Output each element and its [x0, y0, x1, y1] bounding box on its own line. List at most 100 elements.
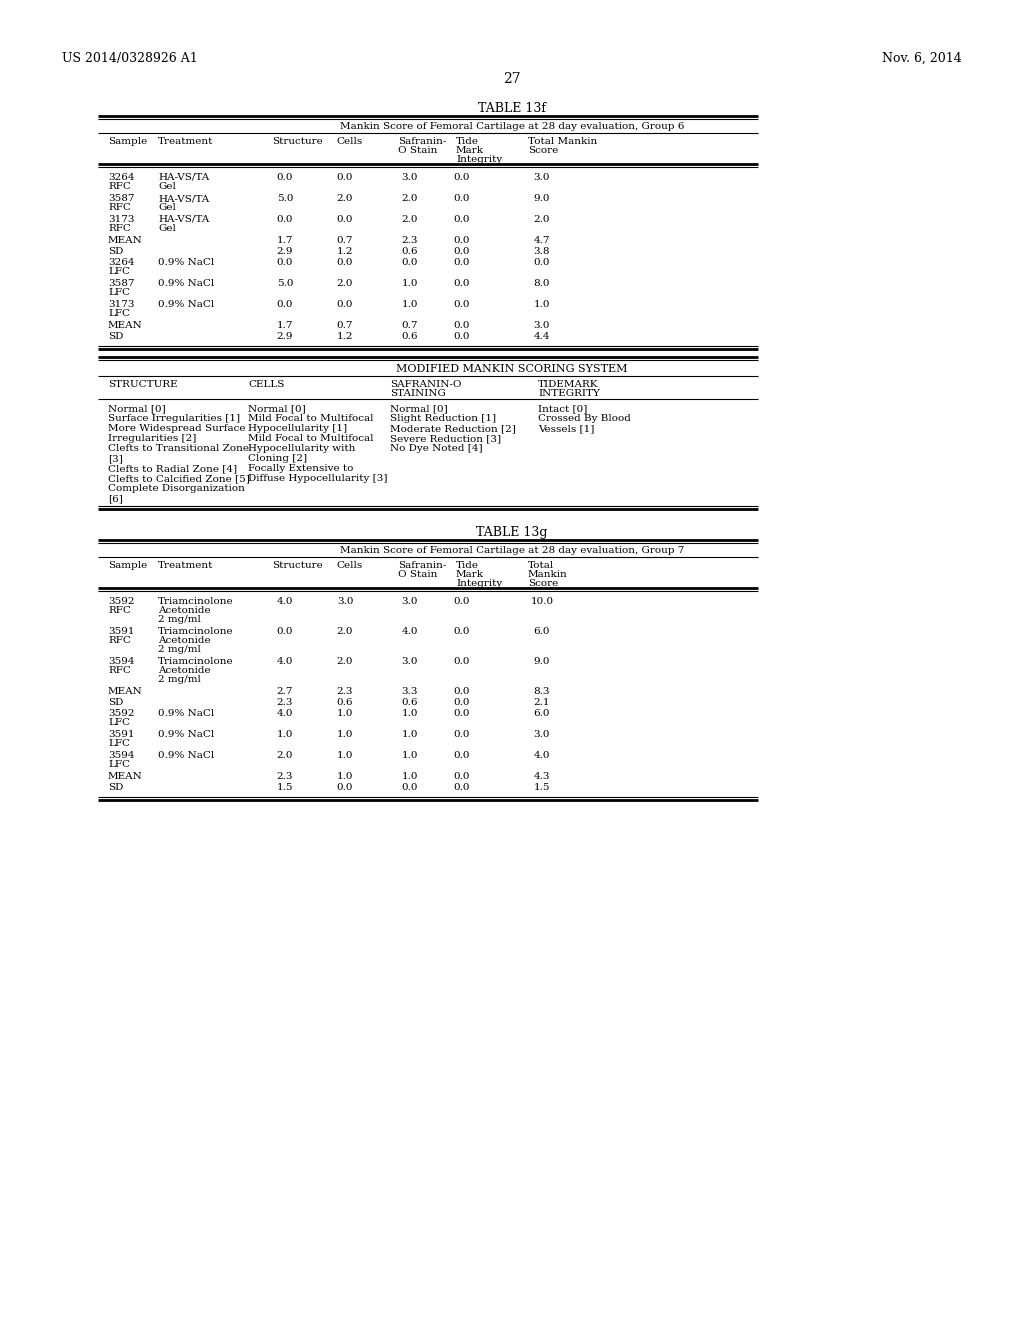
Text: 6.0: 6.0: [534, 709, 550, 718]
Text: Severe Reduction [3]: Severe Reduction [3]: [390, 434, 501, 444]
Text: 0.0: 0.0: [454, 279, 470, 288]
Text: 0.0: 0.0: [454, 709, 470, 718]
Text: Acetonide: Acetonide: [158, 606, 211, 615]
Text: MEAN: MEAN: [108, 236, 142, 246]
Text: Diffuse Hypocellularity [3]: Diffuse Hypocellularity [3]: [248, 474, 387, 483]
Text: 0.9% NaCl: 0.9% NaCl: [158, 257, 214, 267]
Text: Total Mankin: Total Mankin: [528, 137, 597, 147]
Text: Hypocellularity with: Hypocellularity with: [248, 444, 355, 453]
Text: Gel: Gel: [158, 224, 176, 234]
Text: 0.0: 0.0: [337, 257, 353, 267]
Text: 0.0: 0.0: [401, 257, 418, 267]
Text: 0.9% NaCl: 0.9% NaCl: [158, 709, 214, 718]
Text: 0.9% NaCl: 0.9% NaCl: [158, 300, 214, 309]
Text: SD: SD: [108, 783, 123, 792]
Text: 1.0: 1.0: [401, 709, 418, 718]
Text: LFC: LFC: [108, 739, 130, 748]
Text: Total: Total: [528, 561, 554, 570]
Text: Safranin-: Safranin-: [398, 561, 446, 570]
Text: 2 mg/ml: 2 mg/ml: [158, 645, 201, 653]
Text: 1.0: 1.0: [401, 772, 418, 781]
Text: 0.0: 0.0: [454, 215, 470, 224]
Text: 0.0: 0.0: [454, 300, 470, 309]
Text: 0.0: 0.0: [454, 173, 470, 182]
Text: 2.3: 2.3: [276, 772, 293, 781]
Text: 0.0: 0.0: [454, 597, 470, 606]
Text: O Stain: O Stain: [398, 570, 437, 579]
Text: Sample: Sample: [108, 561, 147, 570]
Text: Mark: Mark: [456, 570, 484, 579]
Text: Mankin: Mankin: [528, 570, 567, 579]
Text: Gel: Gel: [158, 203, 176, 213]
Text: 0.0: 0.0: [454, 657, 470, 667]
Text: LFC: LFC: [108, 760, 130, 770]
Text: 3173: 3173: [108, 215, 134, 224]
Text: Mankin Score of Femoral Cartilage at 28 day evaluation, Group 7: Mankin Score of Femoral Cartilage at 28 …: [340, 546, 684, 554]
Text: Cloning [2]: Cloning [2]: [248, 454, 307, 463]
Text: Mark: Mark: [456, 147, 484, 154]
Text: 2.0: 2.0: [337, 279, 353, 288]
Text: SD: SD: [108, 698, 123, 708]
Text: 3173: 3173: [108, 300, 134, 309]
Text: Hypocellularity [1]: Hypocellularity [1]: [248, 424, 347, 433]
Text: [3]: [3]: [108, 454, 123, 463]
Text: INTEGRITY: INTEGRITY: [538, 389, 600, 399]
Text: 0.0: 0.0: [337, 783, 353, 792]
Text: MEAN: MEAN: [108, 772, 142, 781]
Text: 0.0: 0.0: [454, 698, 470, 708]
Text: 3264: 3264: [108, 257, 134, 267]
Text: 3.0: 3.0: [401, 657, 418, 667]
Text: 1.0: 1.0: [534, 300, 550, 309]
Text: 5.0: 5.0: [276, 279, 293, 288]
Text: Slight Reduction [1]: Slight Reduction [1]: [390, 414, 496, 422]
Text: 8.3: 8.3: [534, 686, 550, 696]
Text: 0.0: 0.0: [454, 686, 470, 696]
Text: 1.0: 1.0: [337, 772, 353, 781]
Text: 0.0: 0.0: [454, 321, 470, 330]
Text: STRUCTURE: STRUCTURE: [108, 380, 177, 389]
Text: Treatment: Treatment: [158, 561, 213, 570]
Text: 0.9% NaCl: 0.9% NaCl: [158, 279, 214, 288]
Text: 0.9% NaCl: 0.9% NaCl: [158, 751, 214, 760]
Text: 2 mg/ml: 2 mg/ml: [158, 615, 201, 624]
Text: 2.0: 2.0: [337, 627, 353, 636]
Text: 0.0: 0.0: [337, 173, 353, 182]
Text: Nov. 6, 2014: Nov. 6, 2014: [883, 51, 962, 65]
Text: 0.7: 0.7: [337, 236, 353, 246]
Text: Clefts to Transitional Zone: Clefts to Transitional Zone: [108, 444, 249, 453]
Text: 3.0: 3.0: [534, 321, 550, 330]
Text: 4.0: 4.0: [276, 709, 293, 718]
Text: 3594: 3594: [108, 657, 134, 667]
Text: 2.9: 2.9: [276, 247, 293, 256]
Text: 1.7: 1.7: [276, 321, 293, 330]
Text: 4.3: 4.3: [534, 772, 550, 781]
Text: 4.0: 4.0: [276, 597, 293, 606]
Text: 5.0: 5.0: [276, 194, 293, 203]
Text: Irregularities [2]: Irregularities [2]: [108, 434, 197, 444]
Text: Moderate Reduction [2]: Moderate Reduction [2]: [390, 424, 516, 433]
Text: LFC: LFC: [108, 718, 130, 727]
Text: Cells: Cells: [336, 561, 362, 570]
Text: Structure: Structure: [272, 137, 323, 147]
Text: 0.0: 0.0: [454, 627, 470, 636]
Text: 3587: 3587: [108, 279, 134, 288]
Text: 3.0: 3.0: [401, 597, 418, 606]
Text: LFC: LFC: [108, 267, 130, 276]
Text: 1.0: 1.0: [337, 730, 353, 739]
Text: Normal [0]: Normal [0]: [248, 404, 306, 413]
Text: 3.0: 3.0: [337, 597, 353, 606]
Text: 0.7: 0.7: [401, 321, 418, 330]
Text: Intact [0]: Intact [0]: [538, 404, 588, 413]
Text: Focally Extensive to: Focally Extensive to: [248, 465, 353, 473]
Text: 4.7: 4.7: [534, 236, 550, 246]
Text: Triamcinolone: Triamcinolone: [158, 597, 233, 606]
Text: Tide: Tide: [456, 561, 479, 570]
Text: 0.0: 0.0: [454, 333, 470, 341]
Text: RFC: RFC: [108, 224, 131, 234]
Text: Structure: Structure: [272, 561, 323, 570]
Text: 0.0: 0.0: [454, 257, 470, 267]
Text: 2.1: 2.1: [534, 698, 550, 708]
Text: Acetonide: Acetonide: [158, 636, 211, 645]
Text: RFC: RFC: [108, 667, 131, 675]
Text: Sample: Sample: [108, 137, 147, 147]
